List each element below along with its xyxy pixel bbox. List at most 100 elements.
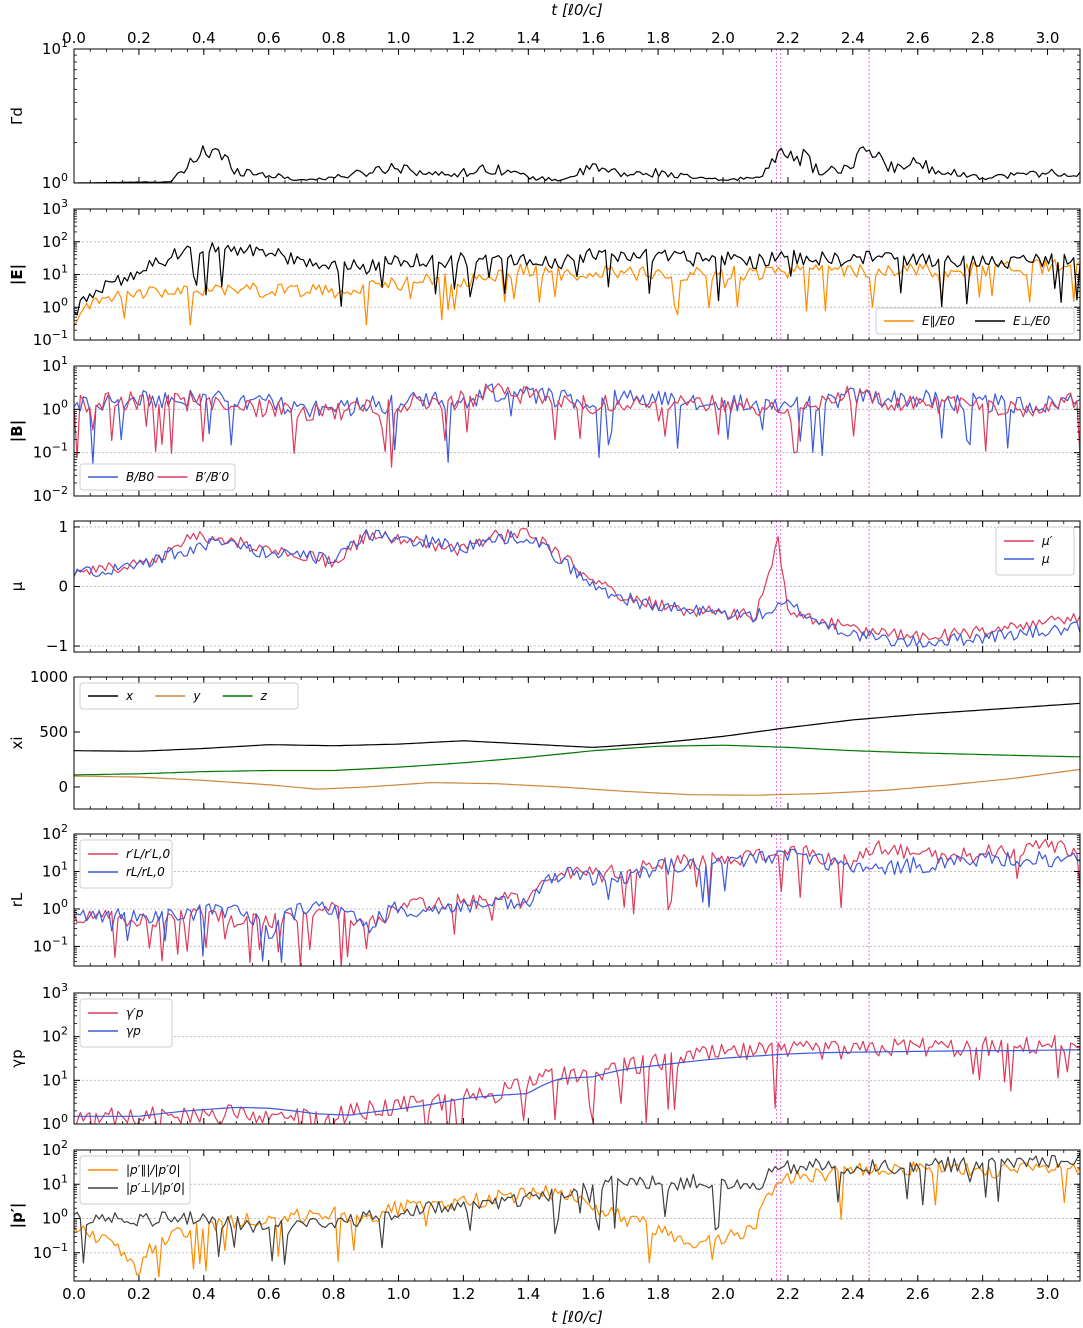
axis-label: rL [8,892,26,907]
y-tick-label: 102 [42,1138,68,1159]
y-tick-label: 101 [42,354,68,375]
x-tick-label-bottom: 0.8 [322,1285,346,1303]
x-tick-label-top: 0.0 [62,29,86,47]
legend-label: |p′∥|/|p′0| [126,1163,181,1177]
y-tick-label: 10−1 [33,934,68,955]
legend-label: E∥/E0 [922,314,955,328]
x-tick-label-top: 2.6 [906,29,930,47]
y-tick-label: 1000 [30,668,68,686]
y-tick-label: 10−1 [33,328,68,349]
series-line-r′L/r′L,0 [74,838,1080,966]
x-tick-label-bottom: 2.0 [711,1285,735,1303]
x-tick-label-top: 1.8 [646,29,670,47]
legend: x y z [79,682,299,710]
y-tick-label: 10−1 [33,441,68,462]
x-tick-label-top: 1.0 [387,29,411,47]
panel-7: 100 101 102 103 γp γ′p γp [8,981,1081,1133]
legend: r′L/r′L,0 rL/rL,0 [79,839,173,889]
legend-label: γ′p [126,1006,144,1020]
x-tick-label-bottom: 1.2 [451,1285,475,1303]
legend: γ′p γp [79,998,173,1048]
x-tick-label-bottom: 3.0 [1036,1285,1060,1303]
axis-label: |p′| [8,1203,27,1229]
y-tick-label: 100 [42,171,68,192]
y-tick-label: 1 [58,518,68,536]
legend-box [79,1155,191,1205]
legend-label: γp [126,1024,141,1038]
legend-box [995,526,1075,576]
y-tick-label: 100 [42,1112,68,1133]
y-tick-label: 10−2 [33,484,68,505]
x-tick-label-top: 2.8 [971,29,995,47]
x-tick-label-top: 1.2 [451,29,475,47]
x-tick-label-top: 0.6 [257,29,281,47]
y-tick-label: 101 [42,1068,68,1089]
legend-label: y [192,689,201,703]
x-tick-label-top: 1.6 [581,29,605,47]
x-tick-label-bottom: 1.8 [646,1285,670,1303]
x-tick-label-bottom: 2.6 [906,1285,930,1303]
x-tick-label-bottom: 2.8 [971,1285,995,1303]
legend-box [79,839,173,889]
y-tick-label: 100 [42,1207,68,1228]
x-tick-label-bottom: 0.6 [257,1285,281,1303]
series-line-y [74,768,1080,796]
y-tick-label: 102 [42,822,68,843]
series-line-rL/rL,0 [74,848,1080,963]
series-line-B′/B′0 [74,383,1080,468]
axis-label: Γd [8,107,26,125]
series-line-|p′⊥|/|p′0| [74,1153,1080,1265]
legend-label: μ′ [1041,534,1053,548]
legend-label: r′L/r′L,0 [126,847,171,861]
top-x-axis-label: t [ℓ0/c] [551,1,603,19]
panel-4: −1 0 1 μ μ′ μ [8,518,1081,655]
y-tick-label: 101 [42,37,68,58]
bottom-x-axis-label: t [ℓ0/c] [551,1308,603,1326]
legend-label: μ [1041,552,1050,566]
legend-label: |p′⊥|/|p′0| [126,1181,185,1195]
legend-box [79,998,173,1048]
y-tick-label: 103 [42,197,68,218]
panel-3: 10−2 10−1 100 101 |B| B/B0 B′/B′0 [8,354,1081,505]
legend: μ′ μ [995,526,1075,576]
panel-2: 10−1 100 101 102 103 |E| E∥/E0 E⊥/E0 [8,197,1081,349]
y-tick-label: 10−1 [33,1241,68,1262]
x-tick-label-bottom: 1.0 [387,1285,411,1303]
axes-frame [73,833,1081,967]
y-tick-label: 102 [42,1025,68,1046]
y-tick-label: 103 [42,981,68,1002]
axis-label: μ [8,581,26,591]
x-tick-label-bottom: 2.4 [841,1285,865,1303]
y-tick-label: 100 [42,897,68,918]
legend-label: B/B0 [126,470,155,484]
axis-label: xi [8,736,26,749]
legend-label: z [260,689,268,703]
series-line-E⊥/E0 [74,242,1080,316]
panel-1: 0.0 0.2 0.4 0.6 0.8 1.0 1.2 1.4 1.6 1.8 2.0 2.2 2.4 2… [8,29,1081,192]
series-line-black [74,145,1080,183]
legend-label: E⊥/E0 [1013,314,1051,328]
legend: |p′∥|/|p′0| |p′⊥|/|p′0| [79,1155,191,1205]
axes-frame [73,1149,1081,1282]
axis-label: |B| [8,420,27,442]
panel-5: 0 500 1000 xi x y z [8,668,1081,810]
x-tick-label-top: 0.8 [322,29,346,47]
axis-label: γp [8,1049,26,1067]
series-line-μ′ [74,527,1080,643]
panel-6: 10−1 100 101 102 rL r′L/r′L,0 rL/rL,0 [8,822,1081,967]
axis-label: |E| [8,264,27,285]
x-tick-label-top: 0.4 [192,29,216,47]
legend: B/B0 B′/B′0 [79,463,236,491]
axes-frame [73,520,1081,653]
legend-label: x [125,689,134,703]
panels: 0.0 0.2 0.4 0.6 0.8 1.0 1.2 1.4 1.6 1.8 2.0 2.2 2.4 2… [8,29,1081,1303]
series-line-γp [74,1049,1080,1117]
series-line-B/B0 [74,383,1080,465]
series-line-E∥/E0 [74,258,1080,327]
axes-frame [73,48,1081,184]
x-tick-label-top: 2.0 [711,29,735,47]
y-tick-label: 0 [58,778,68,796]
series-line-z [74,744,1080,776]
x-tick-label-top: 0.2 [127,29,151,47]
